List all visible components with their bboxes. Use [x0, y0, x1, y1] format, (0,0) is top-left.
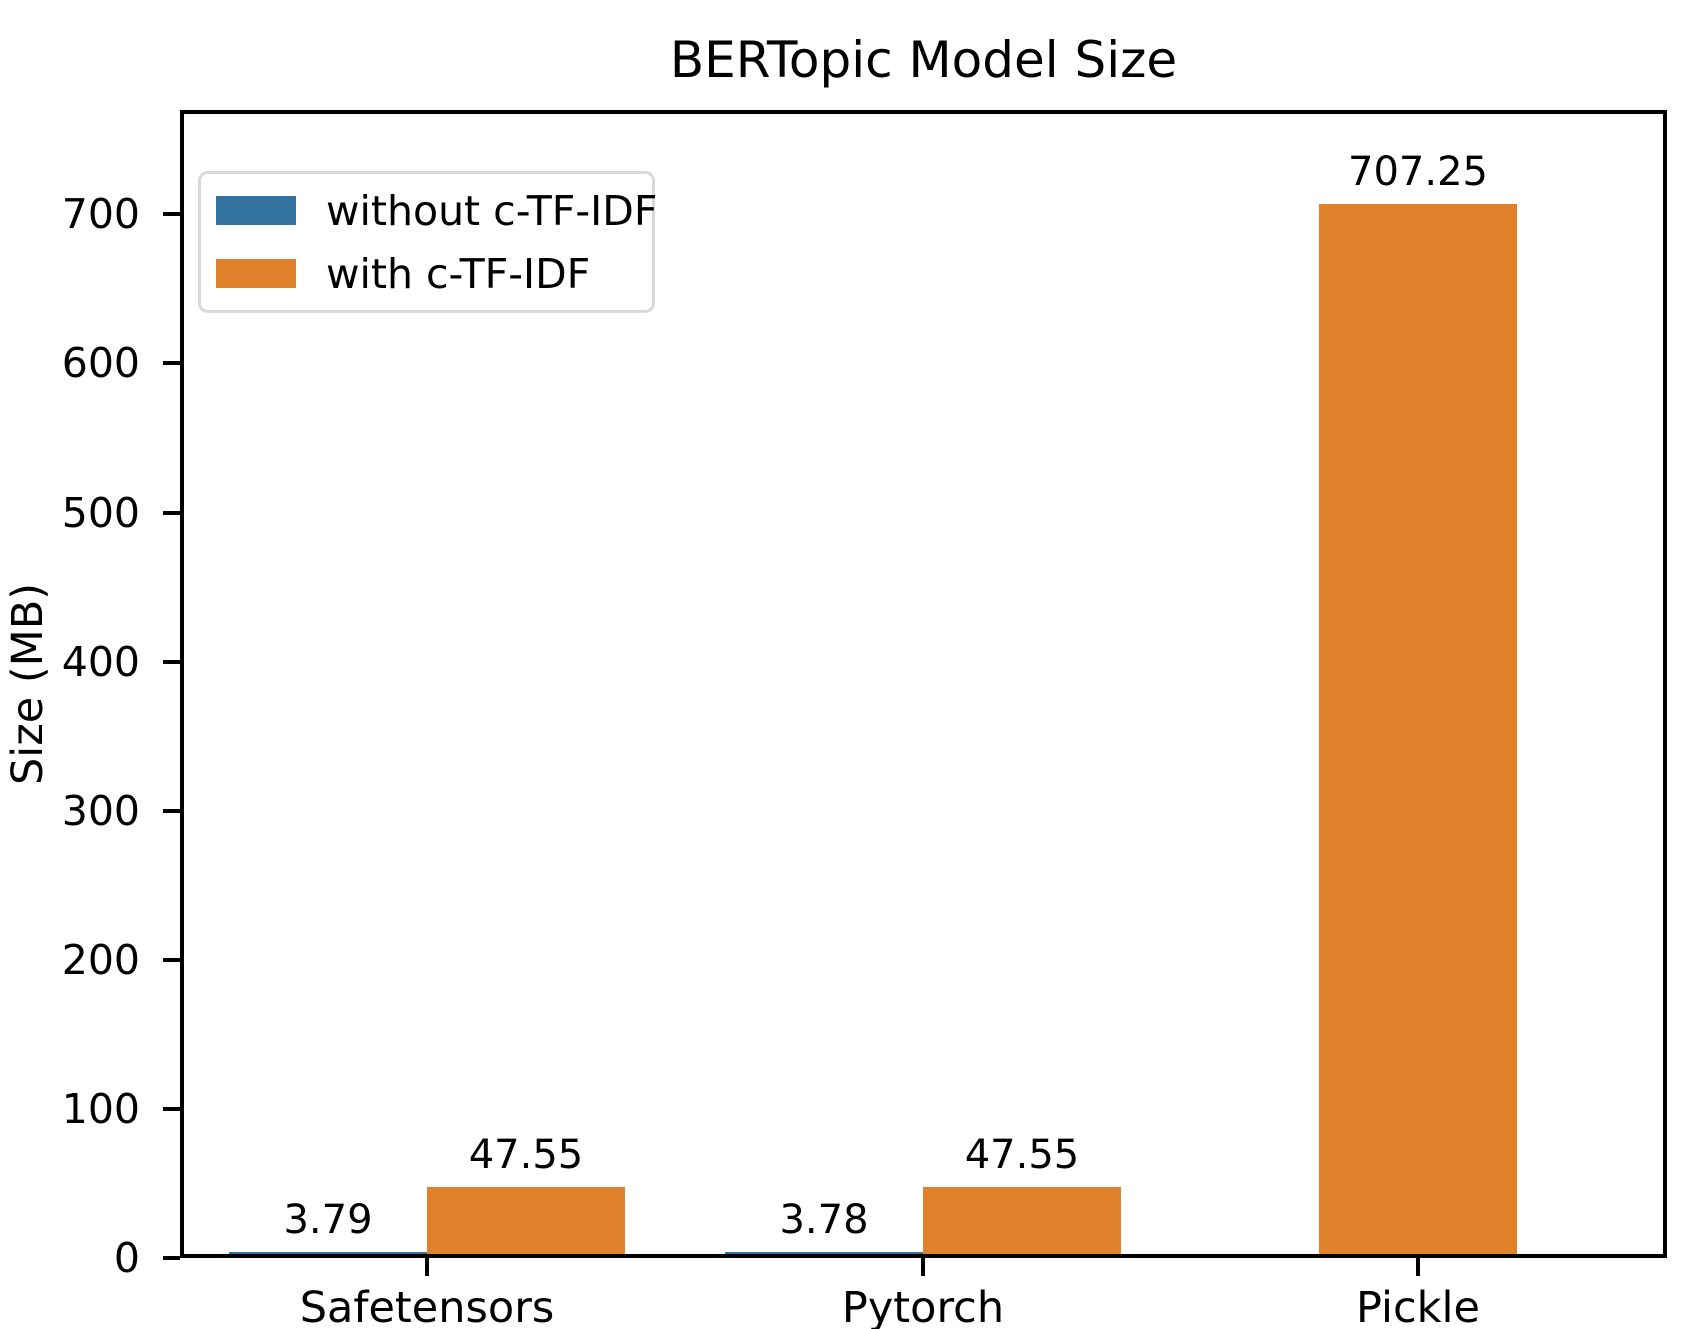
- legend-item-with-c-tf-idf: with c-TF-IDF: [216, 251, 630, 297]
- x-tick-safetensors: [425, 1258, 429, 1276]
- y-tick-500: [163, 511, 180, 515]
- bar-value-pytorch-with-c-tf-idf: 47.55: [964, 1132, 1080, 1178]
- bar-pytorch-without-c-tf-idf: [725, 1252, 923, 1258]
- bar-safetensors-without-c-tf-idf: [229, 1252, 427, 1258]
- bar-value-pickle-with-c-tf-idf: 707.25: [1348, 149, 1488, 195]
- y-tick-label-500: 500: [61, 489, 140, 537]
- y-tick-200: [163, 958, 180, 962]
- y-tick-400: [163, 660, 180, 664]
- y-tick-700: [163, 212, 180, 216]
- x-tick-label-pytorch: Pytorch: [841, 1283, 1005, 1329]
- legend-item-without-c-tf-idf: without c-TF-IDF: [216, 188, 657, 234]
- bar-value-safetensors-without-c-tf-idf: 3.79: [283, 1197, 373, 1243]
- legend-label-without-c-tf-idf: without c-TF-IDF: [326, 186, 658, 235]
- y-tick-600: [163, 361, 180, 365]
- y-tick-0: [163, 1256, 180, 1260]
- x-tick-pytorch: [921, 1258, 925, 1276]
- bar-pickle-with-c-tf-idf: [1319, 204, 1517, 1258]
- legend-swatch-with-c-tf-idf: [216, 259, 296, 288]
- legend-label-with-c-tf-idf: with c-TF-IDF: [326, 249, 591, 298]
- bar-pytorch-with-c-tf-idf: [923, 1187, 1121, 1258]
- y-tick-label-600: 600: [61, 339, 140, 387]
- chart-title: BERTopic Model Size: [669, 31, 1178, 89]
- y-tick-label-0: 0: [113, 1234, 140, 1282]
- y-tick-300: [163, 809, 180, 813]
- y-tick-label-300: 300: [61, 787, 140, 835]
- legend: without c-TF-IDF with c-TF-IDF: [198, 171, 657, 313]
- bar-value-safetensors-with-c-tf-idf: 47.55: [468, 1132, 584, 1178]
- x-tick-pickle: [1416, 1258, 1420, 1276]
- bar-safetensors-with-c-tf-idf: [427, 1187, 625, 1258]
- y-tick-label-700: 700: [61, 190, 140, 238]
- x-tick-label-safetensors: Safetensors: [299, 1283, 555, 1329]
- x-tick-label-pickle: Pickle: [1356, 1283, 1480, 1329]
- bar-value-pytorch-without-c-tf-idf: 3.78: [779, 1197, 869, 1243]
- y-tick-label-400: 400: [61, 638, 140, 686]
- y-tick-100: [163, 1107, 180, 1111]
- legend-swatch-without-c-tf-idf: [216, 196, 296, 225]
- y-tick-label-200: 200: [61, 936, 140, 984]
- y-tick-label-100: 100: [61, 1085, 140, 1133]
